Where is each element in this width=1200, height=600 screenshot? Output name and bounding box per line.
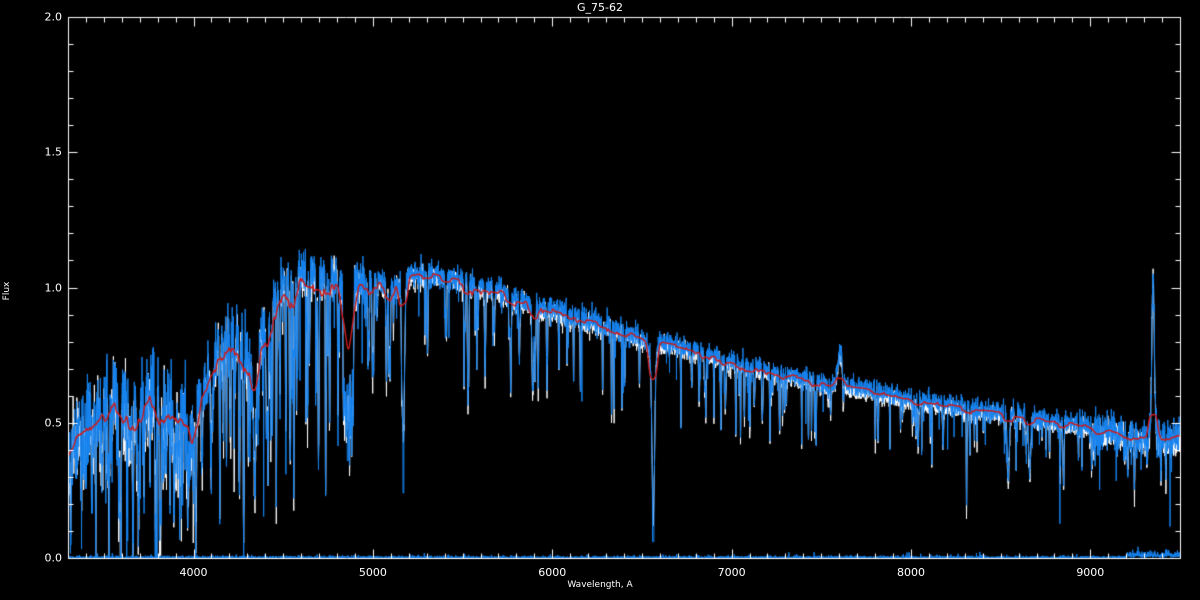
spectrum-plot-canvas — [0, 0, 1200, 600]
spectrum-plot-figure: G_75-62 Wavelength, A Flux 4000 5000 6000 7… — [0, 0, 1200, 600]
